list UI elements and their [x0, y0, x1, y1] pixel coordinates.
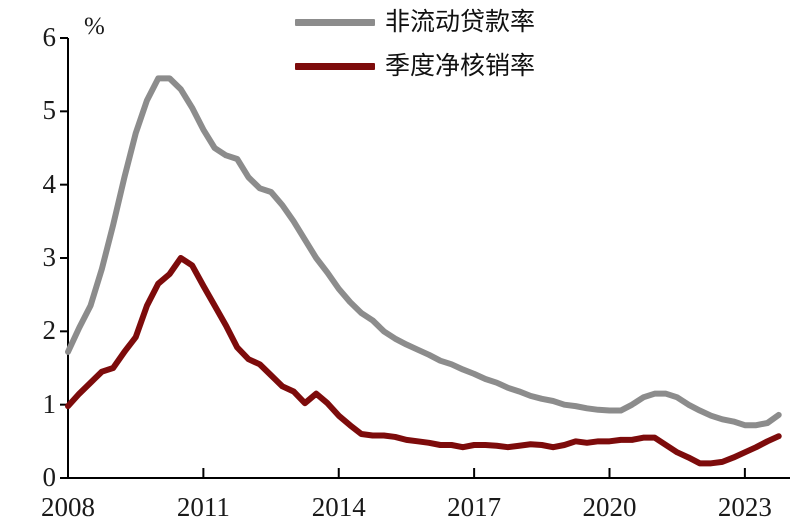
x-tick-label: 2008 [41, 492, 95, 522]
legend-label: 非流动贷款率 [385, 8, 536, 36]
series-line-2 [65, 255, 782, 467]
x-tick-label: 2014 [311, 492, 366, 522]
x-tick-label: 2017 [447, 492, 502, 522]
legend-item: 季度净核销率 [295, 54, 535, 79]
y-tick-label: 4 [42, 168, 57, 199]
x-tick-label: 2011 [176, 492, 230, 522]
y-tick-label: 2 [42, 315, 57, 346]
y-tick-label: 6 [42, 22, 57, 52]
y-axis-unit-label: % [84, 13, 105, 40]
series-line-1 [65, 75, 782, 429]
x-tick-label: 2023 [717, 492, 772, 522]
y-tick-label: 0 [42, 462, 57, 492]
y-tick-label: 3 [42, 242, 57, 272]
legend-label: 季度净核销率 [385, 52, 536, 80]
chart-axes [67, 38, 790, 479]
legend-item: 非流动贷款率 [295, 10, 535, 35]
y-tick-label: 1 [42, 388, 57, 419]
x-tick-label: 2020 [582, 492, 637, 522]
x-axis-ticks [67, 468, 746, 478]
legend-line-swatch [295, 63, 375, 70]
legend-line-swatch [295, 19, 375, 26]
y-tick-label: 5 [42, 95, 57, 126]
y-axis-ticks [60, 37, 68, 479]
